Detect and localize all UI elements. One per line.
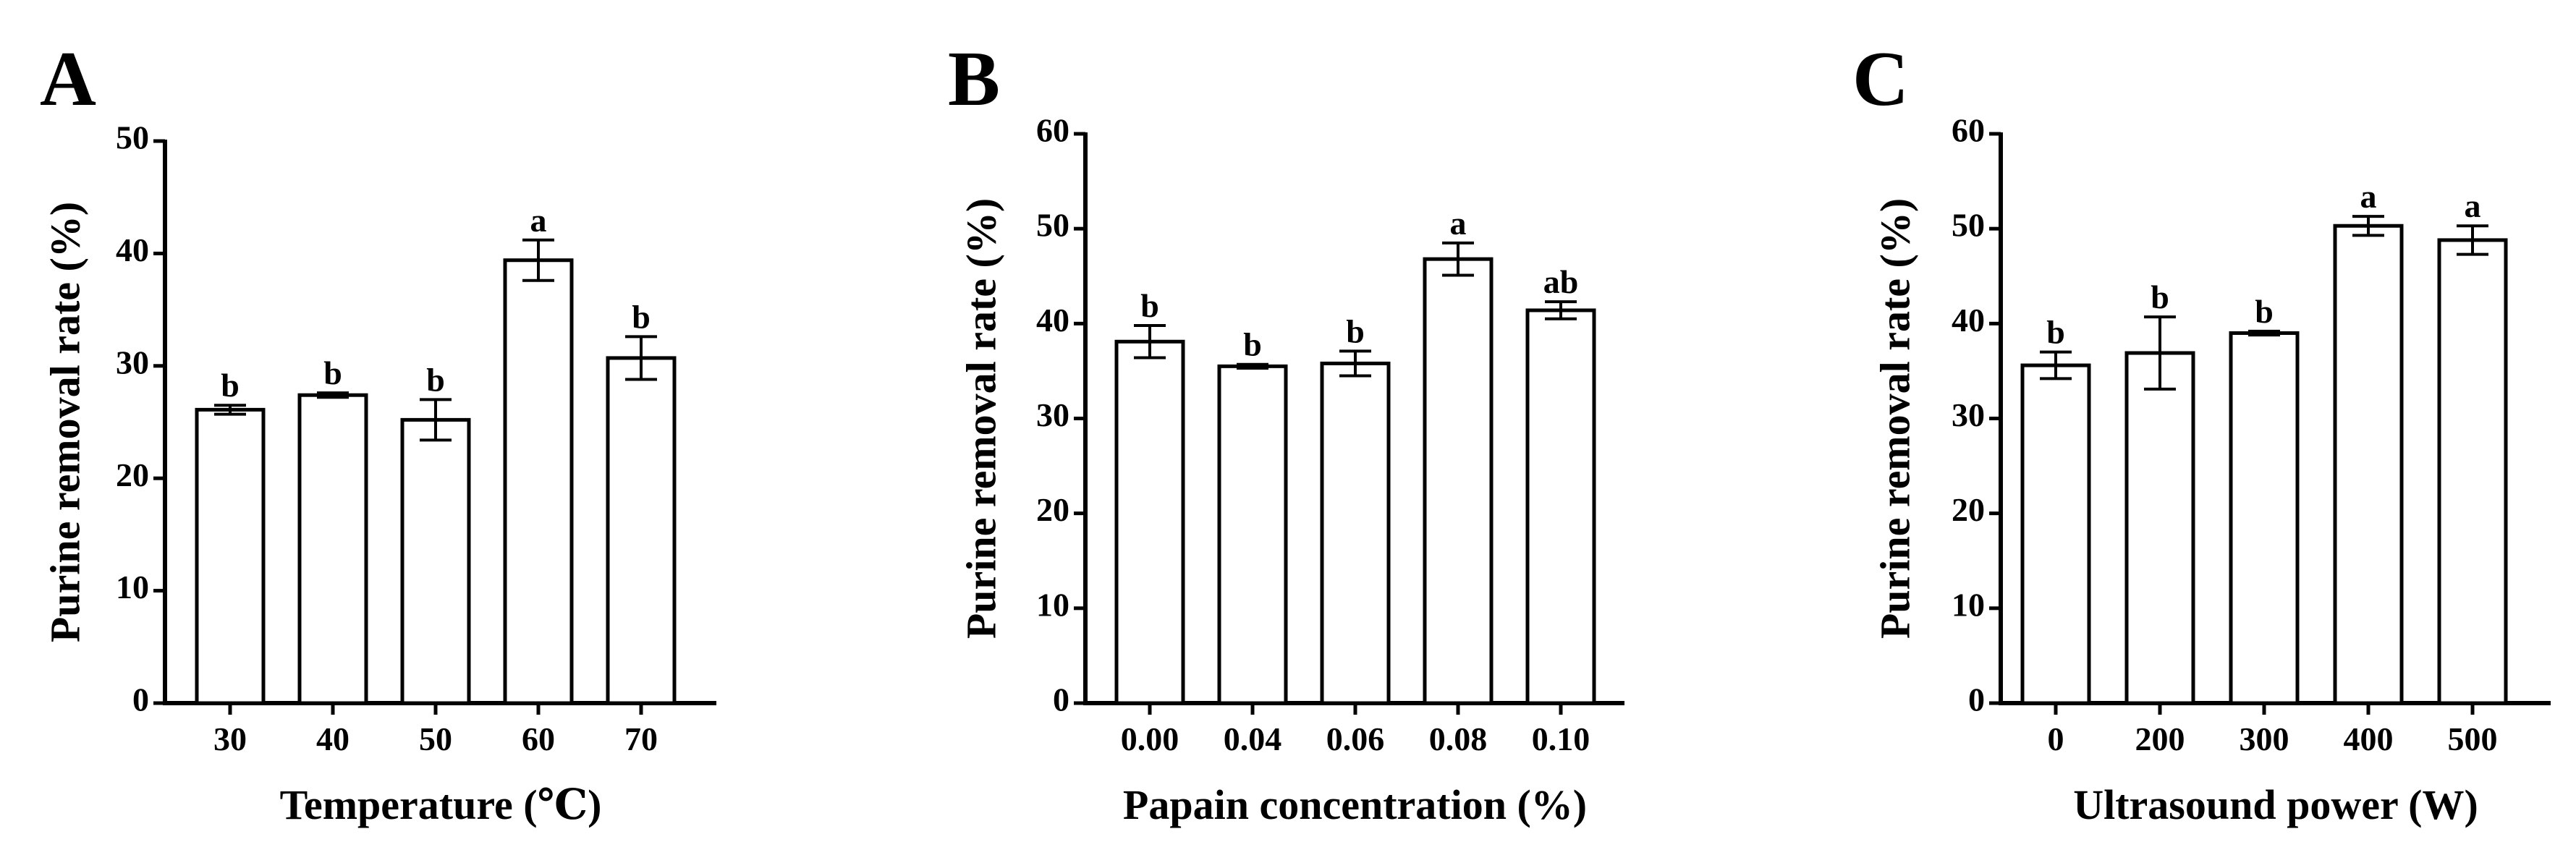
x-tick-label: 40 <box>316 720 349 757</box>
x-tick-label: 0 <box>2048 720 2064 757</box>
y-tick-label: 30 <box>116 344 149 380</box>
x-tick-label: 500 <box>2448 720 2498 757</box>
x-tick-label: 70 <box>624 720 658 757</box>
y-tick-label: 0 <box>1053 681 1069 718</box>
bar <box>606 356 677 705</box>
y-tick-label: 60 <box>1036 112 1069 149</box>
significance-label: b <box>632 298 651 335</box>
panel-label: A <box>40 36 96 122</box>
x-axis-title: Ultrasound power (W) <box>2073 781 2478 828</box>
significance-label: b <box>1346 312 1365 349</box>
y-tick-label: 50 <box>1036 207 1069 244</box>
y-tick-label: 0 <box>132 681 149 718</box>
x-axis-title: Temperature (℃) <box>280 781 602 828</box>
y-tick-label: 30 <box>1952 396 1985 433</box>
y-tick-label: 20 <box>1952 491 1985 528</box>
x-axis-title: Papain concentration (%) <box>1123 781 1587 828</box>
bar <box>1320 361 1391 705</box>
x-tick-label: 400 <box>2344 720 2394 757</box>
y-tick-label: 10 <box>1952 586 1985 623</box>
significance-label: b <box>1243 326 1262 363</box>
y-axis-title: Purine removal rate (%) <box>1871 198 1918 639</box>
x-tick-label: 300 <box>2240 720 2289 757</box>
significance-label: b <box>2046 314 2065 351</box>
significance-label: b <box>221 367 240 404</box>
bar <box>1217 364 1288 705</box>
x-tick-label: 50 <box>419 720 452 757</box>
y-tick-label: 20 <box>116 456 149 493</box>
significance-label: a <box>2465 187 2481 224</box>
y-tick-label: 40 <box>116 231 149 268</box>
bar <box>2124 351 2195 705</box>
bar <box>2333 224 2404 705</box>
x-tick-label: 200 <box>2135 720 2185 757</box>
bar <box>2437 238 2508 705</box>
bar <box>1114 339 1185 705</box>
bar <box>1423 257 1494 705</box>
chart-panel-a: A 0 10 20 30 40 50 Purine removal rate (%) b 30 b 4… <box>40 36 716 828</box>
y-tick-label: 40 <box>1952 302 1985 339</box>
x-tick-label: 0.00 <box>1121 720 1179 757</box>
significance-label: a <box>2360 178 2377 215</box>
y-axis-title: Purine removal rate (%) <box>957 198 1004 639</box>
x-tick-label: 0.04 <box>1224 720 1282 757</box>
significance-label: a <box>1450 205 1467 242</box>
y-tick-label: 20 <box>1036 491 1069 528</box>
significance-label: b <box>2151 278 2169 315</box>
x-tick-label: 60 <box>522 720 555 757</box>
y-tick-label: 50 <box>116 119 149 156</box>
bar <box>2229 331 2300 705</box>
significance-label: a <box>530 202 547 239</box>
x-tick-label: 0.06 <box>1326 720 1385 757</box>
panel-label: B <box>948 36 1000 122</box>
bar <box>503 258 574 705</box>
chart-panel-b: B 0 10 20 30 40 50 60 Purine removal rate (%) b 0.… <box>948 36 1624 828</box>
x-tick-label: 30 <box>213 720 247 757</box>
significance-label: b <box>2255 293 2274 330</box>
significance-label: b <box>1140 287 1159 324</box>
y-tick-label: 10 <box>116 569 149 605</box>
y-axis-title: Purine removal rate (%) <box>41 202 88 642</box>
y-tick-label: 0 <box>1968 681 1985 718</box>
bar <box>400 417 471 705</box>
y-tick-label: 10 <box>1036 586 1069 623</box>
significance-label: b <box>323 354 342 391</box>
panel-label: C <box>1852 36 1909 122</box>
bar <box>195 407 266 705</box>
chart-panel-c: C 0 10 20 30 40 50 60 Purine removal rate (%) b 0 b… <box>1852 36 2551 828</box>
x-tick-label: 0.08 <box>1429 720 1488 757</box>
significance-label: ab <box>1543 263 1579 300</box>
bar <box>297 393 368 705</box>
y-tick-label: 60 <box>1952 112 1985 149</box>
significance-label: b <box>426 361 445 398</box>
bar <box>1525 308 1596 705</box>
y-tick-label: 50 <box>1952 207 1985 244</box>
y-tick-label: 30 <box>1036 396 1069 433</box>
y-tick-label: 40 <box>1036 302 1069 339</box>
bar <box>2020 363 2091 705</box>
x-tick-label: 0.10 <box>1532 720 1590 757</box>
